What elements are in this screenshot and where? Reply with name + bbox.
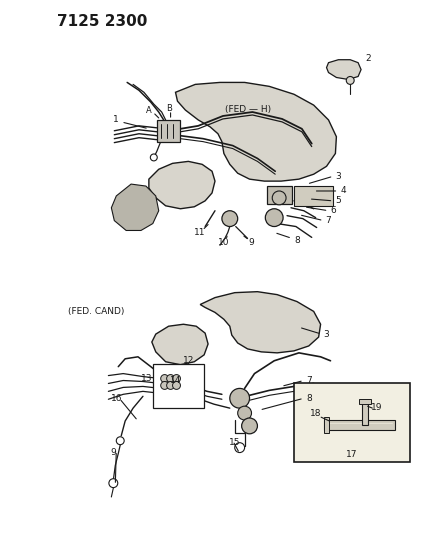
Bar: [153, 364, 204, 408]
Bar: [323, 417, 329, 433]
Polygon shape: [175, 83, 336, 181]
Text: 11: 11: [194, 228, 206, 237]
Circle shape: [116, 437, 124, 445]
Text: B: B: [166, 103, 172, 112]
Circle shape: [166, 375, 175, 383]
Circle shape: [242, 418, 257, 434]
Text: 6: 6: [331, 206, 336, 215]
Bar: [294, 186, 333, 206]
Circle shape: [150, 154, 157, 161]
Text: 1: 1: [113, 116, 119, 124]
Bar: [157, 120, 181, 142]
Text: 15: 15: [229, 438, 241, 447]
Text: 18: 18: [310, 409, 321, 417]
Text: 9: 9: [110, 448, 116, 457]
Text: 10: 10: [218, 238, 230, 247]
Text: 8: 8: [294, 236, 300, 245]
Circle shape: [346, 77, 354, 84]
Text: 5: 5: [335, 196, 341, 205]
Text: 17: 17: [347, 450, 358, 459]
Bar: [323, 420, 395, 430]
Text: 9: 9: [249, 238, 254, 247]
Text: 7125 2300: 7125 2300: [57, 14, 148, 29]
Circle shape: [235, 443, 245, 453]
Text: 19: 19: [371, 402, 383, 411]
Circle shape: [265, 209, 283, 227]
Polygon shape: [326, 60, 361, 79]
Circle shape: [222, 211, 238, 227]
Circle shape: [161, 375, 169, 383]
Text: 3: 3: [335, 172, 341, 181]
Circle shape: [166, 382, 175, 390]
Polygon shape: [149, 161, 215, 209]
Text: (FED — H): (FED — H): [224, 104, 271, 114]
Circle shape: [272, 191, 286, 205]
Text: 13: 13: [141, 374, 153, 383]
Circle shape: [172, 375, 181, 383]
Text: 8: 8: [306, 394, 311, 403]
Text: A: A: [146, 106, 152, 115]
Bar: [362, 401, 368, 425]
Text: 14: 14: [170, 376, 181, 385]
Text: 12: 12: [183, 356, 194, 365]
Bar: [267, 186, 292, 204]
Bar: [359, 399, 371, 404]
Text: 16: 16: [111, 394, 122, 403]
Polygon shape: [152, 324, 208, 365]
Text: 4: 4: [341, 187, 346, 196]
Circle shape: [109, 479, 118, 488]
Polygon shape: [200, 292, 320, 353]
Text: 3: 3: [323, 329, 329, 338]
Bar: [294, 383, 411, 463]
Circle shape: [238, 406, 251, 420]
Text: 2: 2: [365, 54, 371, 63]
Circle shape: [230, 389, 250, 408]
Circle shape: [161, 382, 169, 390]
Text: 7: 7: [306, 376, 311, 385]
Text: 7: 7: [326, 216, 331, 225]
Circle shape: [172, 382, 181, 390]
Polygon shape: [112, 184, 159, 230]
Text: (FED. CAND): (FED. CAND): [68, 307, 125, 316]
